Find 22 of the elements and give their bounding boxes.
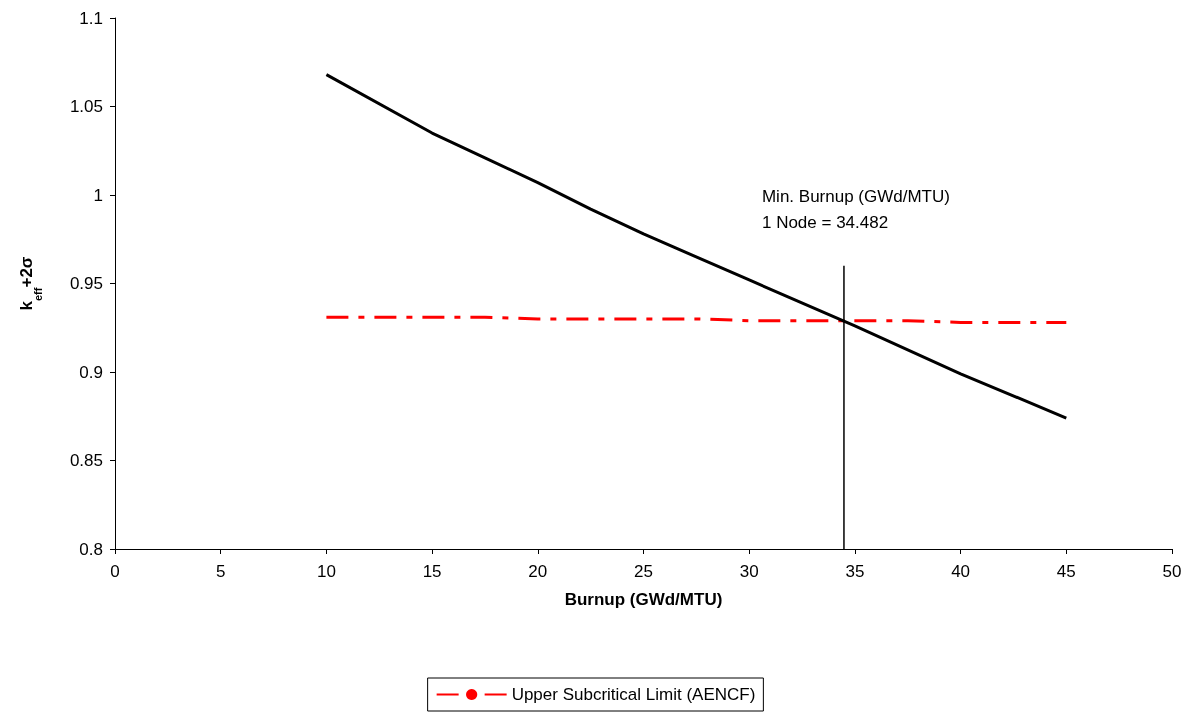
x-tick-label: 45 — [1056, 562, 1076, 581]
y-tick-label: 1.05 — [69, 97, 103, 116]
x-tick-label: 10 — [316, 562, 336, 581]
x-tick-label: 40 — [951, 562, 971, 581]
x-tick-label: 35 — [845, 562, 865, 581]
x-tick-label: 50 — [1162, 562, 1182, 581]
x-tick-label: 15 — [422, 562, 442, 581]
x-tick-label: 0 — [110, 562, 120, 581]
y-tick-label: 0.9 — [79, 362, 103, 382]
x-axis-title: Burnup (GWd/MTU) — [564, 590, 723, 609]
y-axis-title: keff+2σ — [17, 256, 44, 311]
x-tick-label: 30 — [739, 562, 759, 581]
y-tick-label: 0.95 — [69, 274, 103, 293]
y-tick-label: 1.1 — [79, 8, 103, 28]
y-tick-label: 0.8 — [79, 539, 103, 559]
annotation: Min. Burnup (GWd/MTU) 1 Node = 34.482 — [761, 187, 950, 233]
y-tick-label: 0.85 — [69, 451, 103, 470]
legend-label: Upper Subcritical Limit (AENCF) — [511, 685, 756, 704]
x-tick-label: 25 — [634, 562, 653, 581]
y-tick-label: 1 — [93, 185, 103, 205]
x-tick-label: 20 — [528, 562, 548, 581]
x-tick-label: 5 — [215, 562, 226, 581]
